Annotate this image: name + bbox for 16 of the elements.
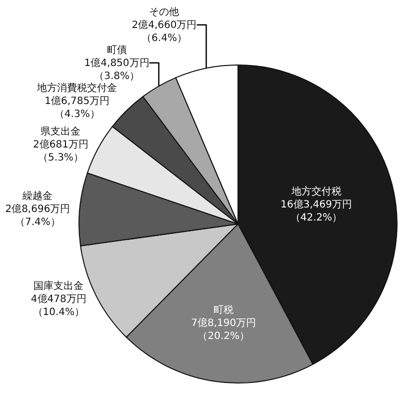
data-label: 1億4,850万円（3.8%） <box>84 56 150 82</box>
slice-label: その他 <box>149 6 180 18</box>
data-label: 2億681万円（5.3%） <box>33 138 88 164</box>
data-label: 2億4,660万円（6.4%） <box>132 18 197 44</box>
slice-label: 町税 <box>214 304 234 316</box>
slice-label: 県支出金 <box>40 125 81 138</box>
slice-label: 国庫支出金 <box>34 280 84 292</box>
slice-label: 繰越金 <box>22 190 53 202</box>
data-label: 1億6,785万円（4.3%） <box>44 94 110 120</box>
slice-label: 町債 <box>106 44 127 56</box>
data-label: 4億478万円（10.4%） <box>30 293 86 318</box>
data-label: 7億8,190万円（20.2%） <box>191 316 256 342</box>
slice-label: 地方消費税交付金 <box>36 82 118 94</box>
data-label: 2億8,696万円（7.4%） <box>5 202 70 228</box>
slice-label: 地方交付税 <box>290 185 342 198</box>
data-label: 16億3,469万円（42.2%） <box>280 198 352 224</box>
